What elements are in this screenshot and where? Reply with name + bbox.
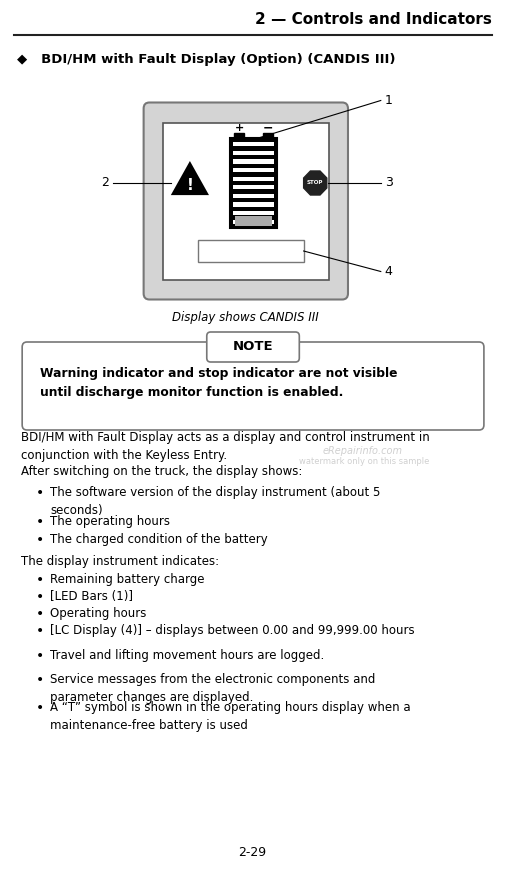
Bar	[230, 138, 277, 228]
Bar	[233, 194, 274, 198]
Bar	[233, 185, 274, 189]
Bar	[233, 142, 274, 147]
Text: eRepairinfo.com: eRepairinfo.com	[323, 446, 403, 456]
Text: The software version of the display instrument (about 5
seconds): The software version of the display inst…	[50, 486, 381, 517]
Text: NOTE: NOTE	[233, 340, 274, 354]
Text: •: •	[36, 515, 45, 529]
Bar	[233, 168, 274, 172]
Text: •: •	[36, 590, 45, 604]
Text: Operating hours: Operating hours	[50, 607, 146, 620]
Text: 3: 3	[385, 176, 393, 189]
Text: Remaining battery charge: Remaining battery charge	[50, 573, 205, 586]
Text: 2-29: 2-29	[238, 846, 267, 859]
Bar	[233, 151, 274, 155]
FancyBboxPatch shape	[207, 332, 299, 362]
Text: 1: 1	[385, 94, 393, 107]
FancyBboxPatch shape	[22, 342, 484, 430]
Bar	[263, 133, 273, 138]
Text: watermark only on this sample: watermark only on this sample	[299, 457, 429, 466]
Text: •: •	[36, 607, 45, 621]
Text: •: •	[36, 486, 45, 500]
Text: A “T” symbol is shown in the operating hours display when a
maintenance-free bat: A “T” symbol is shown in the operating h…	[50, 701, 411, 732]
Bar	[233, 211, 274, 216]
Text: Travel and lifting movement hours are logged.: Travel and lifting movement hours are lo…	[50, 649, 324, 662]
Text: Display shows CANDIS III: Display shows CANDIS III	[172, 312, 319, 325]
Text: +: +	[235, 123, 244, 133]
Text: •: •	[36, 673, 45, 687]
Text: •: •	[36, 701, 45, 715]
Bar	[234, 133, 244, 138]
FancyBboxPatch shape	[144, 102, 348, 299]
Bar	[197, 240, 303, 262]
Text: •: •	[36, 649, 45, 663]
Text: ◆   BDI/HM with Fault Display (Option) (CANDIS III): ◆ BDI/HM with Fault Display (Option) (CA…	[17, 53, 396, 66]
Text: −: −	[262, 121, 273, 134]
Text: STOP: STOP	[307, 181, 323, 185]
Polygon shape	[303, 171, 327, 195]
Text: [LED Bars (1)]: [LED Bars (1)]	[50, 590, 133, 603]
Text: [LC Display (4)] – displays between 0.00 and 99,999.00 hours: [LC Display (4)] – displays between 0.00…	[50, 624, 415, 637]
Text: The operating hours: The operating hours	[50, 515, 170, 528]
Text: The charged condition of the battery: The charged condition of the battery	[50, 533, 268, 546]
Bar	[163, 122, 329, 279]
Text: 2: 2	[101, 176, 109, 189]
Text: The display instrument indicates:: The display instrument indicates:	[21, 555, 219, 568]
Text: !: !	[186, 177, 193, 193]
Bar	[233, 220, 274, 224]
Bar	[233, 203, 274, 207]
Text: After switching on the truck, the display shows:: After switching on the truck, the displa…	[21, 465, 302, 478]
Text: Warning indicator and stop indicator are not visible
until discharge monitor fun: Warning indicator and stop indicator are…	[40, 367, 398, 399]
Bar	[233, 176, 274, 181]
Text: •: •	[36, 533, 45, 547]
Bar	[235, 216, 272, 226]
Text: 4: 4	[385, 265, 393, 278]
Bar	[233, 159, 274, 163]
Text: •: •	[36, 573, 45, 587]
Polygon shape	[171, 161, 209, 195]
Text: BDI/HM with Fault Display acts as a display and control instrument in
conjunctio: BDI/HM with Fault Display acts as a disp…	[21, 431, 430, 462]
Text: Service messages from the electronic components and
parameter changes are displa: Service messages from the electronic com…	[50, 673, 375, 704]
Text: 2 — Controls and Indicators: 2 — Controls and Indicators	[255, 12, 491, 28]
Text: •: •	[36, 624, 45, 638]
